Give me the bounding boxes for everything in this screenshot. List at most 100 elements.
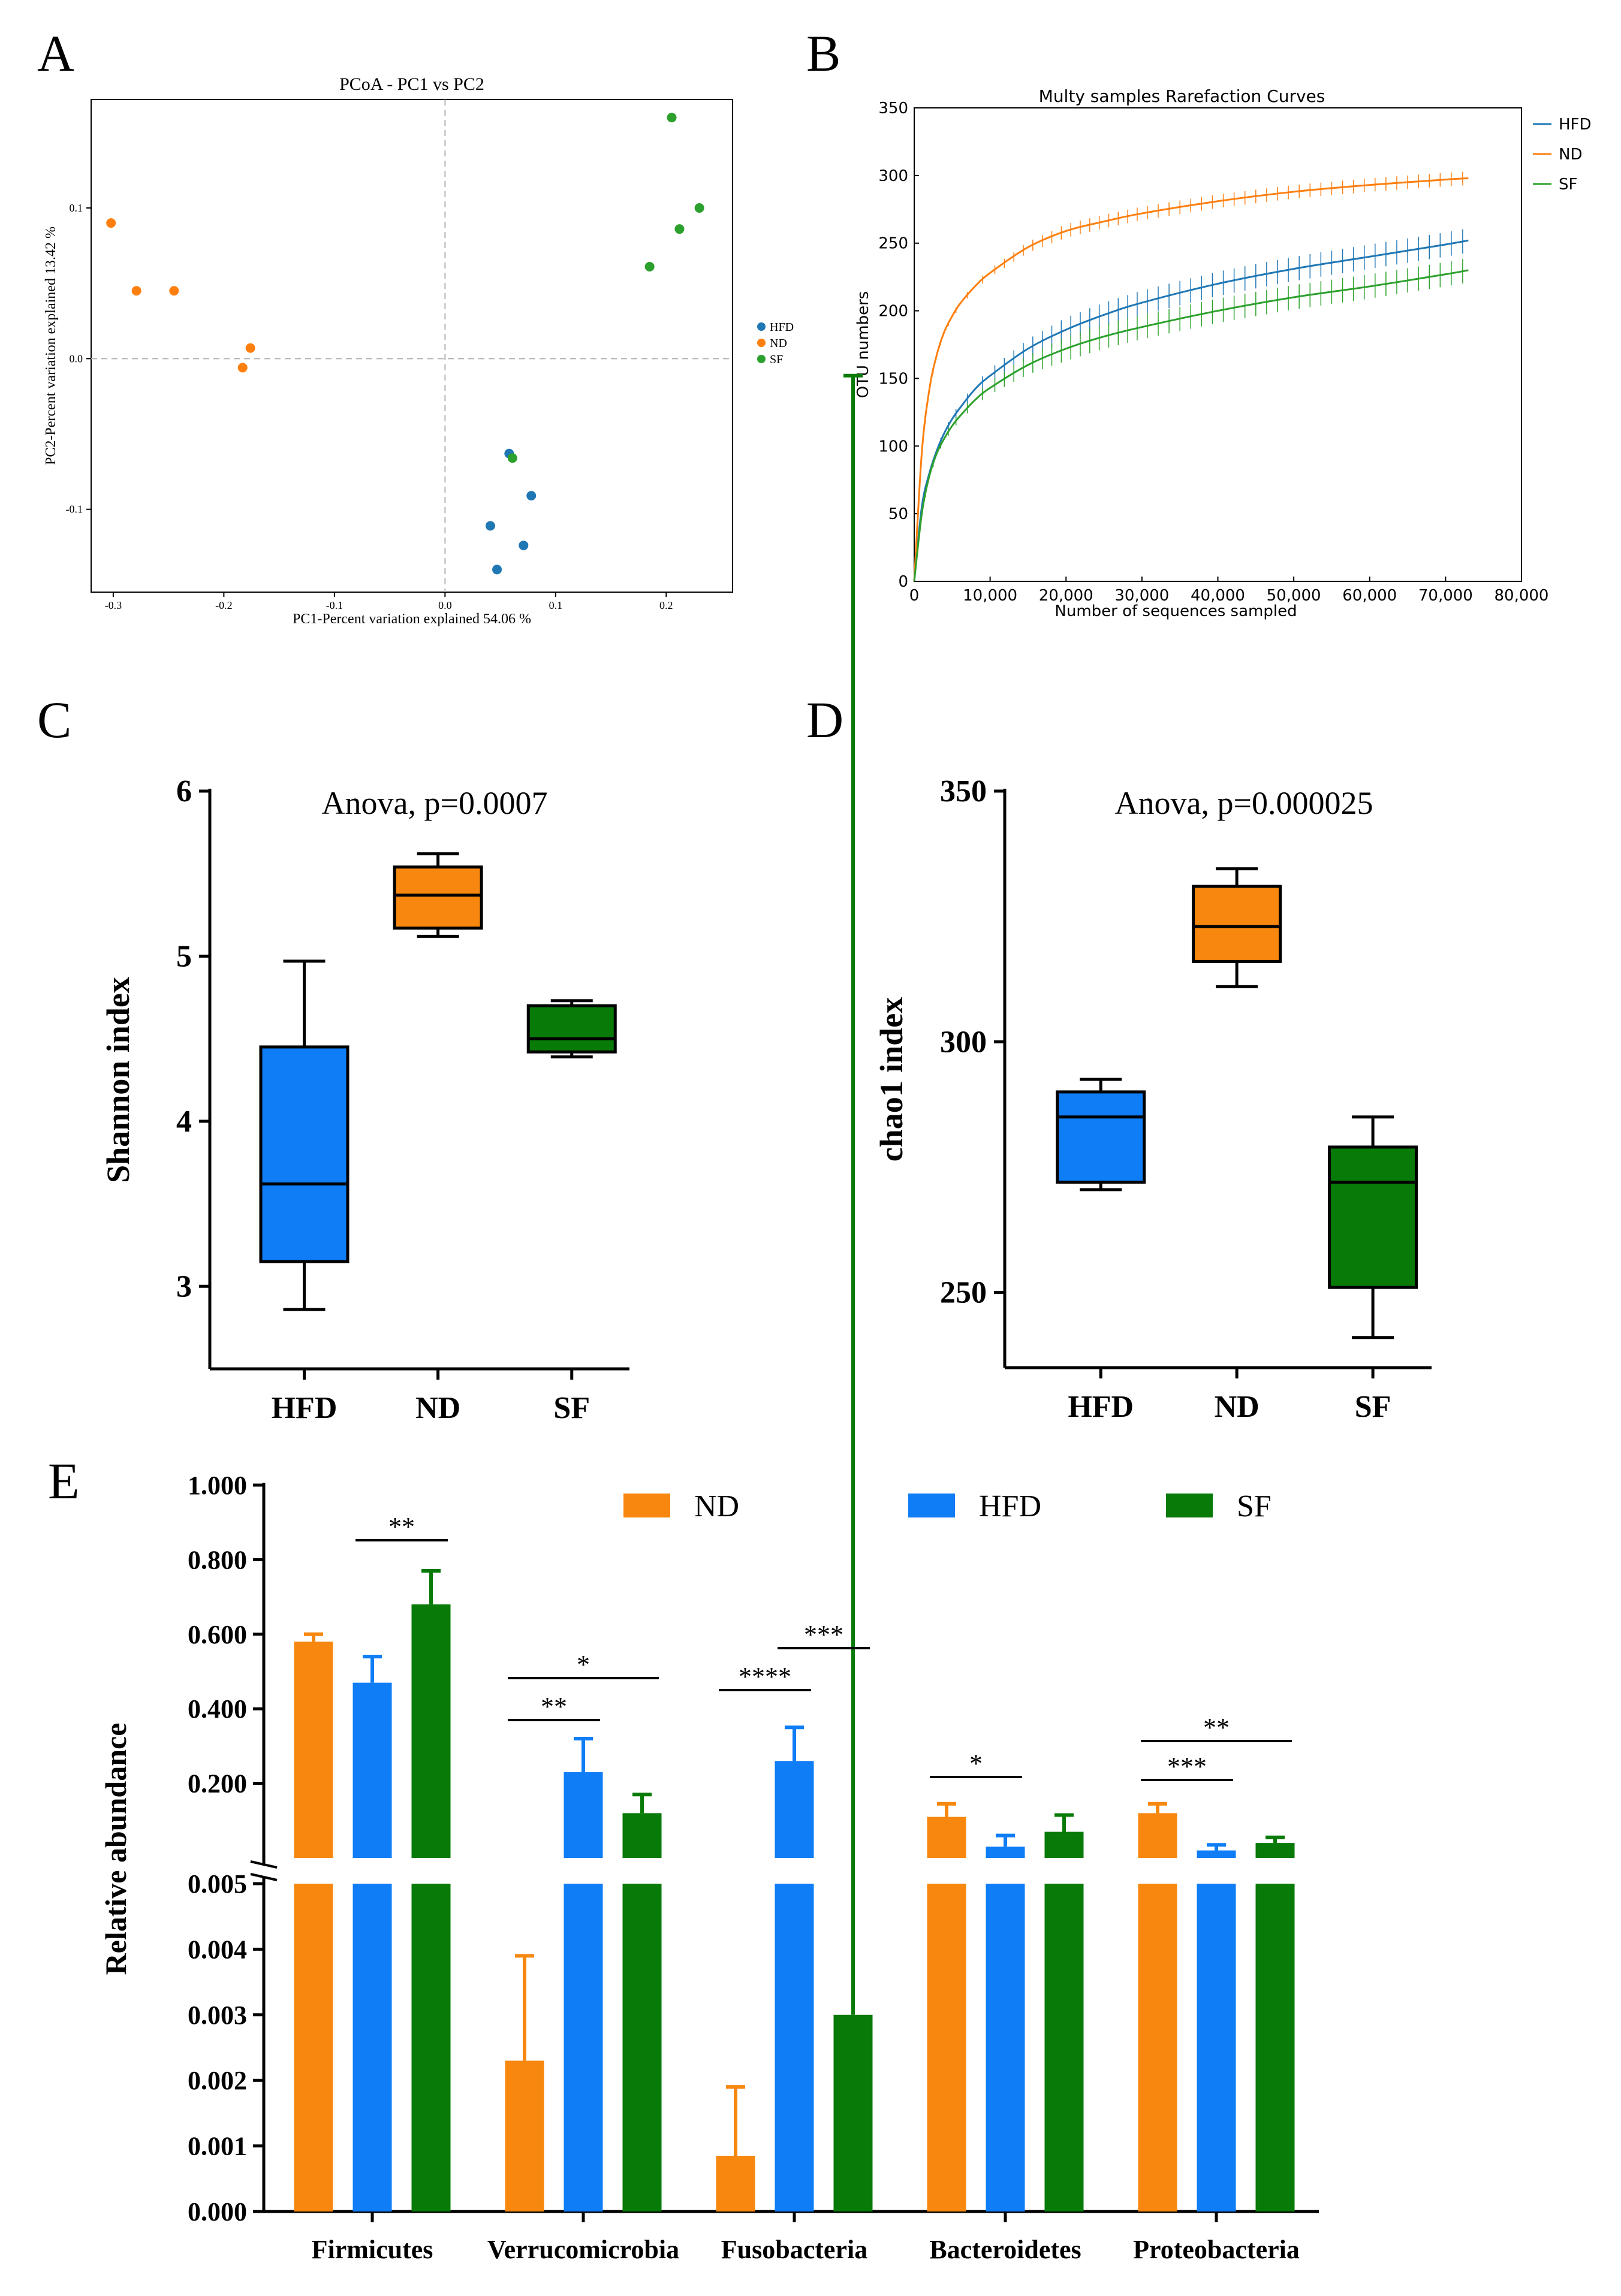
chao1-ytick-label: 300 [940, 1025, 987, 1059]
abundance-chart: 0.2000.4000.6000.8001.0000.0000.0010.002… [99, 373, 1319, 2264]
rarefaction-ytick-label: 250 [878, 235, 908, 253]
shannon-box-hfd [259, 1045, 349, 1263]
abundance-bar-hfd [775, 1884, 814, 2211]
chao1-ylabel: chao1 index [873, 997, 909, 1162]
rarefaction-xtick-label: 30,000 [1114, 587, 1169, 605]
chao1-box-nd [1192, 885, 1282, 963]
shannon-box-nd [393, 865, 483, 930]
panel-label-c: C [37, 691, 71, 749]
abundance-significance-label: * [577, 1650, 590, 1679]
panel-label-a: A [37, 25, 74, 82]
abundance-ytick-label: 0.400 [188, 1694, 247, 1724]
rarefaction-title: Multy samples Rarefaction Curves [1039, 86, 1325, 106]
shannon-xtick-label: ND [415, 1391, 460, 1425]
shannon-ytick-label: 6 [176, 774, 192, 808]
abundance-bar-sf [833, 2014, 873, 2211]
abundance-bar-hfd [352, 1682, 392, 1858]
pcoa-point-sf [667, 113, 677, 123]
pcoa-point-nd [169, 286, 179, 296]
abundance-bar-sf [411, 1604, 451, 1858]
rarefaction-legend-label: HFD [1559, 116, 1592, 134]
abundance-ytick-label: 0.004 [188, 1935, 247, 1964]
rarefaction-xtick-label: 50,000 [1267, 587, 1321, 605]
rarefaction-xtick-label: 80,000 [1495, 587, 1549, 605]
rarefaction-xlabel: Number of sequences sampled [1054, 602, 1297, 620]
rarefaction-ytick-label: 50 [888, 505, 908, 523]
shannon-chart: 3 4 5 6 Shannon index Anova, p=0.0007 HFD ND SF [100, 774, 629, 1425]
pcoa-point-hfd [485, 521, 495, 531]
pcoa-legend-label: ND [770, 337, 787, 350]
panel-label-e: E [48, 1452, 80, 1510]
abundance-xtick-label: Verrucomicrobia [487, 2235, 679, 2264]
abundance-bar-sf [1044, 1884, 1084, 2211]
pcoa-point-sf [674, 224, 685, 234]
abundance-significance-label: *** [1167, 1752, 1207, 1781]
rarefaction-xtick-label: 20,000 [1039, 587, 1093, 605]
chao1-xtick-label: HFD [1068, 1390, 1134, 1424]
pcoa-point-nd [237, 363, 248, 373]
pcoa-ylabel: PC2-Percent variation explained 13.42 % [43, 227, 59, 465]
abundance-ytick-label: 0.800 [188, 1545, 247, 1574]
rarefaction-legend-label: SF [1559, 176, 1577, 194]
abundance-axis-break [250, 1860, 278, 1869]
rarefaction-ylabel: OTU numbers [854, 291, 872, 399]
abundance-ylabel: Relative abundance [99, 1723, 132, 1975]
pcoa-xtick-label: -0.3 [105, 599, 122, 611]
pcoa-point-hfd [526, 491, 537, 501]
abundance-bar-sf [411, 1884, 451, 2211]
pcoa-xlabel: PC1-Percent variation explained 54.06 % [293, 611, 531, 627]
abundance-legend-swatch-nd [623, 1494, 670, 1517]
abundance-xtick-label: Proteobacteria [1133, 2235, 1300, 2264]
pcoa-legend-marker-hfd [757, 322, 766, 331]
abundance-ytick-label: 1.000 [188, 1471, 247, 1500]
rarefaction-curve-sf [913, 269, 1469, 582]
abundance-bar-hfd [986, 1884, 1025, 2211]
pcoa-xtick-label: -0.1 [326, 599, 344, 611]
abundance-bar-hfd [564, 1884, 603, 2211]
abundance-ytick-label: 0.000 [188, 2197, 247, 2226]
rarefaction-curve-hfd [913, 239, 1469, 582]
abundance-significance-label: * [969, 1749, 983, 1778]
abundance-legend-swatch-sf [1166, 1494, 1213, 1517]
pcoa-ytick-label: 0.1 [70, 202, 83, 214]
pcoa-ytick-label: 0.0 [70, 352, 83, 364]
rarefaction-ytick-label: 150 [878, 370, 908, 388]
pcoa-point-hfd [492, 565, 502, 575]
rarefaction-ytick-label: 300 [878, 167, 908, 185]
abundance-ytick-label: 0.200 [188, 1769, 247, 1799]
abundance-bar-nd [1138, 1884, 1177, 2211]
rarefaction-xtick-label: 10,000 [963, 587, 1017, 605]
abundance-axis-break [250, 1873, 278, 1881]
pcoa-legend-label: HFD [770, 321, 794, 334]
rarefaction-frame [914, 107, 1522, 582]
abundance-bar-hfd [775, 1761, 814, 1858]
rarefaction-xtick-label: 60,000 [1342, 587, 1397, 605]
abundance-bar-sf [622, 1813, 662, 1858]
pcoa-point-sf [694, 203, 704, 213]
abundance-bar-nd [927, 1884, 966, 2211]
abundance-bar-nd [716, 2156, 755, 2211]
abundance-xtick-label: Fusobacteria [721, 2235, 867, 2264]
pcoa-ytick-label: -0.1 [66, 503, 83, 515]
chao1-chart: 250 300 350 chao1 index Anova, p=0.000025 HFD… [873, 774, 1432, 1424]
rarefaction-xtick-label: 70,000 [1418, 587, 1473, 605]
pcoa-frame [91, 99, 733, 593]
abundance-bar-hfd [986, 1847, 1025, 1858]
abundance-significance-label: **** [739, 1662, 791, 1691]
chao1-box-hfd [1056, 1090, 1146, 1184]
pcoa-point-nd [106, 218, 116, 228]
pcoa-point-nd [245, 343, 255, 353]
chao1-ytick-label: 350 [940, 774, 987, 808]
rarefaction-curve-nd [913, 177, 1469, 582]
abundance-ytick-label: 0.003 [188, 2001, 247, 2030]
panel-label-d: D [806, 691, 843, 749]
chao1-ytick-label: 250 [940, 1276, 987, 1310]
pcoa-point-hfd [519, 541, 529, 551]
shannon-xtick-label: SF [553, 1391, 590, 1425]
shannon-annotation: Anova, p=0.0007 [322, 785, 548, 821]
pcoa-xtick-label: 0.1 [549, 599, 563, 611]
rarefaction-ytick-label: 200 [878, 303, 908, 321]
abundance-significance-label: ** [541, 1692, 567, 1721]
rarefaction-ytick-label: 350 [878, 99, 908, 117]
